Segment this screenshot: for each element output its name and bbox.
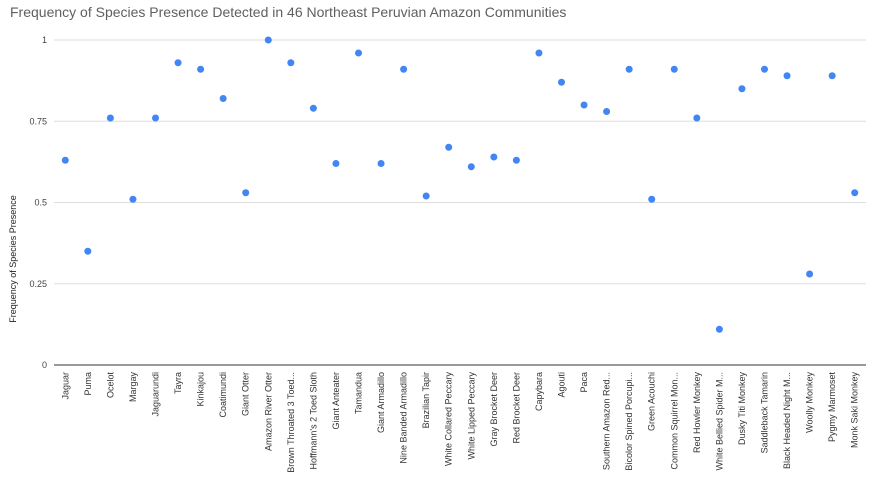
x-tick-label: Paca xyxy=(579,372,589,393)
x-tick-label: Monk Saki Monkey xyxy=(850,372,860,449)
data-point xyxy=(467,163,475,171)
x-tick-label: Jaguarundi xyxy=(151,372,161,417)
data-point xyxy=(445,143,453,151)
data-point xyxy=(174,59,182,67)
data-points xyxy=(61,36,859,333)
chart-title: Frequency of Species Presence Detected i… xyxy=(10,4,567,20)
y-tick-label: 1 xyxy=(42,35,47,45)
x-tick-label: Saddleback Tamarin xyxy=(760,372,770,453)
data-point xyxy=(648,195,656,203)
x-tick-label: Giant Anteater xyxy=(331,372,341,430)
x-tick-label: Red Howler Monkey xyxy=(692,372,702,454)
data-point xyxy=(242,189,250,197)
y-tick-label: 0.5 xyxy=(34,198,47,208)
data-point xyxy=(761,65,768,73)
data-point xyxy=(61,156,69,164)
data-point xyxy=(355,49,362,57)
data-point xyxy=(490,153,498,161)
x-tick-label: Giant Otter xyxy=(241,372,251,416)
x-tick-label: Southern Amazon Red... xyxy=(602,372,612,470)
data-point xyxy=(715,325,723,333)
x-tick-label: Ocelot xyxy=(105,372,115,399)
data-point xyxy=(670,65,678,73)
y-tick-label: 0.25 xyxy=(29,279,47,289)
data-point xyxy=(422,192,430,200)
x-tick-label: Kinkajou xyxy=(196,372,206,407)
data-point xyxy=(558,78,565,86)
data-point xyxy=(738,85,746,93)
data-point xyxy=(603,108,611,115)
x-tick-label: Hoffmann's 2 Toed Sloth xyxy=(308,372,318,469)
data-point xyxy=(828,72,836,80)
x-tick-label: Giant Armadillo xyxy=(376,372,386,433)
x-tick-label: Green Acouchi xyxy=(647,372,657,431)
data-point xyxy=(332,160,340,167)
y-axis-label: Frequency of Species Presence xyxy=(8,195,18,323)
data-point xyxy=(377,160,385,167)
data-point xyxy=(693,114,701,122)
grid-lines xyxy=(54,39,866,366)
data-point xyxy=(287,59,295,67)
x-tick-label: Red Brocket Deer xyxy=(511,372,521,444)
x-tick-label: Common Squirrel Mon... xyxy=(669,372,679,470)
x-tick-label: White Bellied Spider M... xyxy=(714,372,724,471)
x-tick-label: Black Headed Night M... xyxy=(782,372,792,469)
x-tick-label: Agouti xyxy=(557,372,567,398)
x-tick-label: White Lipped Peccary xyxy=(466,372,476,460)
x-tick-label: Tamandua xyxy=(354,372,364,414)
x-tick-label: Pygmy Marmoset xyxy=(827,372,837,443)
x-tick-label: Brown Throated 3 Toed... xyxy=(286,372,296,473)
x-tick-label: Brazilian Tapir xyxy=(421,372,431,428)
data-point xyxy=(400,65,408,73)
data-point xyxy=(152,114,159,122)
x-tick-label: Nine Banded Armadillo xyxy=(399,372,409,464)
x-tick-label: Gray Brocket Deer xyxy=(489,372,499,447)
data-point xyxy=(806,270,814,278)
x-tick-label: Woolly Monkey xyxy=(805,372,815,433)
data-point xyxy=(625,65,633,73)
x-tick-label: Jaguar xyxy=(60,372,70,400)
data-point xyxy=(580,101,588,109)
x-tick-label: Puma xyxy=(83,372,93,396)
x-tick-label: Dusky Titi Monkey xyxy=(737,372,747,446)
data-point xyxy=(851,189,859,197)
data-point xyxy=(106,114,114,122)
data-point xyxy=(309,104,317,112)
x-tick-label: Capybara xyxy=(534,372,544,411)
data-point xyxy=(535,49,543,57)
data-point xyxy=(264,36,272,44)
y-tick-label: 0 xyxy=(42,360,47,370)
data-point xyxy=(783,72,791,80)
x-axis-tick-labels: Jaguar Puma Ocelot Margay Jaguarundi Tayra Kin… xyxy=(60,372,859,473)
x-tick-label: Coatimundi xyxy=(218,372,228,418)
x-tick-label: Bicolor Spined Porcupi... xyxy=(624,372,634,471)
data-point xyxy=(197,65,205,73)
y-axis-tick-labels: 0 0.25 0.5 0.75 1 xyxy=(29,35,47,370)
x-tick-label: Tayra xyxy=(173,372,183,394)
data-point xyxy=(512,156,520,164)
x-tick-label: White Collared Peccary xyxy=(444,372,454,467)
data-point xyxy=(84,247,92,255)
x-tick-label: Amazon River Otter xyxy=(263,372,273,451)
data-point xyxy=(219,95,227,102)
x-tick-label: Margay xyxy=(128,372,138,403)
y-tick-label: 0.75 xyxy=(29,116,47,126)
data-point xyxy=(129,195,137,203)
